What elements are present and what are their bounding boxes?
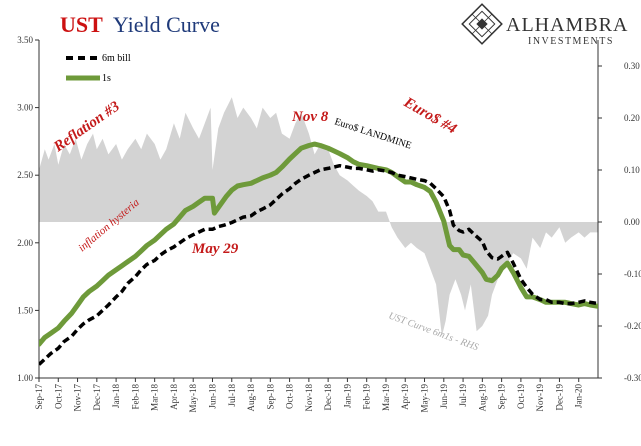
left-tick-label: 1.00: [17, 373, 33, 383]
right-tick-label: -0.20: [624, 321, 641, 331]
x-axis-ticks: Sep-17 Oct-17 Nov-17 Dec-17 Jan-18 Feb-18 Mar-…: [34, 378, 584, 413]
series-line-1s: [39, 141, 598, 347]
right-axis-ticks: -0.30 -0.20 -0.10 0.00 0.10 0.20 0.30: [598, 61, 641, 383]
x-tick-label: Dec-17: [92, 384, 102, 411]
brand-name: ALHAMBRA: [506, 14, 628, 36]
x-tick-label: Dec-19: [554, 384, 564, 411]
spread-area: [39, 97, 598, 337]
x-tick-label: Jul-18: [227, 384, 237, 407]
right-tick-label: -0.10: [624, 269, 641, 279]
annotation-euro4: Euro$ #4: [400, 94, 459, 138]
x-tick-label: Nov-18: [304, 384, 314, 412]
right-tick-label: 0.00: [624, 217, 640, 227]
x-tick-label: May-18: [188, 384, 198, 413]
x-tick-label: Jan-19: [342, 384, 352, 408]
left-tick-label: 2.50: [17, 170, 33, 180]
left-tick-label: 2.00: [17, 238, 33, 248]
spread-area-layer: [39, 97, 598, 337]
x-tick-label: Nov-17: [73, 384, 83, 412]
annotation-may29: May 29: [191, 241, 239, 257]
x-tick-label: Jan-20: [574, 384, 584, 408]
right-tick-label: 0.10: [624, 165, 640, 175]
x-tick-label: Feb-19: [362, 384, 372, 410]
x-tick-label: Nov-19: [535, 384, 545, 412]
x-tick-label: Apr-19: [400, 384, 410, 410]
left-tick-label: 3.00: [17, 103, 33, 113]
x-tick-label: Dec-18: [323, 384, 333, 411]
x-tick-label: Jan-18: [111, 384, 121, 408]
left-tick-label: 3.50: [17, 35, 33, 45]
annotation-landmine: Euro$ LANDMINE: [333, 116, 413, 151]
alhambra-logo-icon: [461, 3, 503, 45]
alhambra-logo: ALHAMBRA INVESTMENTS: [461, 3, 628, 47]
series-line-6m-bill: [39, 163, 598, 366]
x-tick-label: May-19: [420, 384, 430, 413]
x-tick-label: Feb-18: [130, 384, 140, 410]
x-tick-label: Jun-19: [439, 384, 449, 409]
left-axis-ticks: 1.00 1.50 2.00 2.50 3.00 3.50: [17, 35, 39, 383]
x-tick-label: Apr-18: [169, 384, 179, 410]
x-tick-label: Aug-18: [246, 384, 256, 412]
x-tick-label: Oct-19: [516, 384, 526, 409]
right-tick-label: -0.30: [624, 373, 641, 383]
legend-label-1s: 1s: [102, 73, 111, 84]
right-tick-label: 0.20: [624, 113, 640, 123]
x-tick-label: Sep-17: [34, 384, 44, 410]
x-tick-label: Aug-19: [477, 384, 487, 412]
x-tick-label: Mar-19: [381, 384, 391, 411]
x-tick-label: Oct-17: [53, 384, 63, 409]
title-yield-curve: Yield Curve: [113, 12, 220, 37]
title-ust: UST: [60, 12, 103, 37]
legend: 6m bill 1s: [66, 53, 131, 84]
annotation-spread-label: UST Curve 6m1s - RHS: [387, 310, 480, 353]
x-tick-label: Mar-18: [150, 384, 160, 411]
x-tick-label: Sep-18: [265, 384, 275, 410]
chart-title: UST Yield Curve: [60, 12, 220, 37]
brand-subtitle: INVESTMENTS: [528, 36, 614, 47]
line-layer: [39, 141, 598, 366]
left-tick-label: 1.50: [17, 305, 33, 315]
annotation-nov8: Nov 8: [291, 109, 329, 125]
x-tick-label: Sep-19: [497, 384, 507, 410]
x-tick-label: Jun-18: [207, 384, 217, 409]
right-tick-label: 0.30: [624, 61, 640, 71]
x-tick-label: Oct-18: [285, 384, 295, 409]
legend-label-6m-bill: 6m bill: [102, 53, 131, 64]
x-tick-label: Jul-19: [458, 384, 468, 407]
